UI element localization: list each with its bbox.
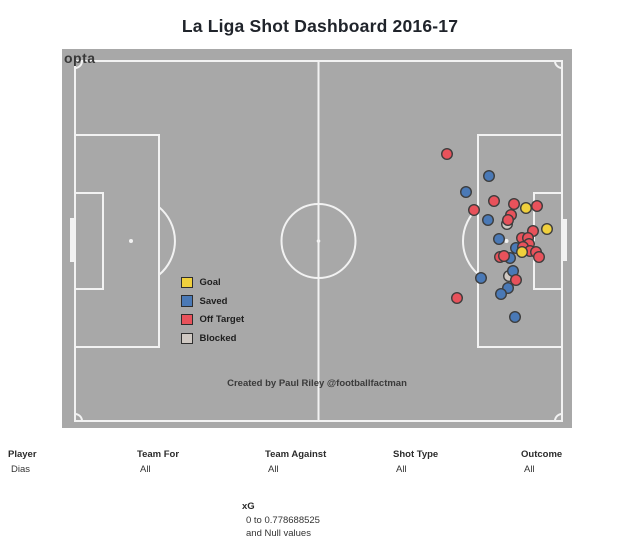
filter-xg-null: and Null values xyxy=(246,528,311,539)
shot-marker-off-target[interactable] xyxy=(510,273,523,286)
shot-marker-saved[interactable] xyxy=(493,232,506,245)
shot-marker-off-target[interactable] xyxy=(441,147,454,160)
legend-item-blocked[interactable]: Blocked xyxy=(181,329,244,348)
shot-map: opta Goal Saved Off Target Blocked Creat… xyxy=(62,49,572,428)
outcome-legend: Goal Saved Off Target Blocked xyxy=(181,273,244,348)
shot-marker-off-target[interactable] xyxy=(533,250,546,263)
filter-team-against-label: Team Against xyxy=(265,449,327,460)
filter-shot-type-label: Shot Type xyxy=(393,449,439,460)
shot-marker-goal[interactable] xyxy=(541,222,554,235)
shot-marker-saved[interactable] xyxy=(475,271,488,284)
legend-label: Saved xyxy=(199,295,228,307)
opta-logo: opta xyxy=(64,50,96,66)
filter-team-for: Team For All xyxy=(137,449,179,475)
legend-label: Off Target xyxy=(199,314,245,326)
shot-marker-off-target[interactable] xyxy=(502,213,515,226)
credit-text: Created by Paul Riley @footballfactman xyxy=(227,378,407,389)
shot-marker-off-target[interactable] xyxy=(508,197,521,210)
shot-marker-saved[interactable] xyxy=(495,287,508,300)
filter-team-for-label: Team For xyxy=(137,449,180,460)
shot-marker-saved[interactable] xyxy=(460,185,473,198)
legend-label: Goal xyxy=(199,276,221,288)
filter-outcome: Outcome All xyxy=(521,449,562,475)
right-goal xyxy=(561,219,567,261)
shot-marker-off-target[interactable] xyxy=(451,291,464,304)
filter-shot-type: Shot Type All xyxy=(393,449,438,475)
filter-xg-range[interactable]: 0 to 0.778688525 xyxy=(246,514,320,526)
goal-swatch xyxy=(181,276,193,289)
filter-player-label: Player xyxy=(8,449,37,460)
page-title: La Liga Shot Dashboard 2016-17 xyxy=(181,16,459,36)
shot-marker-saved[interactable] xyxy=(483,169,496,182)
legend-label: Blocked xyxy=(199,332,237,344)
shot-marker-saved[interactable] xyxy=(482,213,495,226)
filter-player-value[interactable]: Dias xyxy=(11,464,31,475)
filter-team-for-value[interactable]: All xyxy=(140,464,151,475)
shot-marker-goal[interactable] xyxy=(520,201,533,214)
filter-xg-label: xG xyxy=(242,501,255,512)
filter-team-against: Team Against All xyxy=(265,449,326,475)
shot-marker-off-target[interactable] xyxy=(468,203,481,216)
filter-outcome-value[interactable]: All xyxy=(524,464,535,475)
shot-marker-off-target[interactable] xyxy=(531,199,544,212)
legend-item-goal[interactable]: Goal xyxy=(181,273,244,292)
filter-team-against-value[interactable]: All xyxy=(268,464,279,475)
filter-player: Player Dias xyxy=(8,449,37,475)
shot-marker-off-target[interactable] xyxy=(488,194,501,207)
filter-xg: xG 0 to 0.778688525 and Null values xyxy=(242,501,320,539)
legend-item-saved[interactable]: Saved xyxy=(181,292,244,311)
shot-marker-off-target[interactable] xyxy=(498,249,511,262)
legend-item-off-target[interactable]: Off Target xyxy=(181,310,244,329)
left-goal xyxy=(70,218,76,262)
saved-swatch xyxy=(181,295,193,307)
pitch-spots xyxy=(70,218,567,262)
filter-shot-type-value[interactable]: All xyxy=(396,464,407,475)
shot-markers-layer xyxy=(441,147,554,324)
pitch-canvas xyxy=(70,60,567,422)
filter-outcome-label: Outcome xyxy=(521,449,563,460)
shot-marker-saved[interactable] xyxy=(509,311,522,324)
shot-marker-goal[interactable] xyxy=(516,245,529,258)
blocked-swatch xyxy=(181,332,193,345)
off-target-swatch xyxy=(181,313,193,326)
